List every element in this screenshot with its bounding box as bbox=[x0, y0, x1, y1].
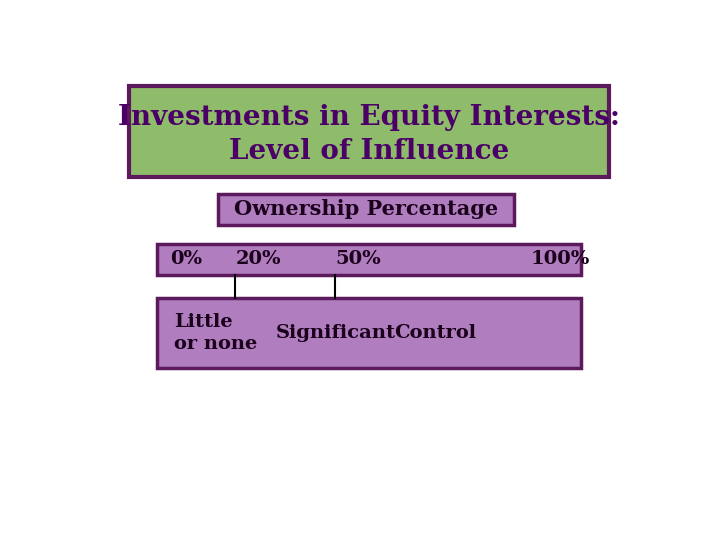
Text: Significant: Significant bbox=[276, 324, 396, 342]
FancyBboxPatch shape bbox=[218, 194, 514, 225]
Text: Investments in Equity Interests:: Investments in Equity Interests: bbox=[118, 104, 620, 131]
Text: Ownership Percentage: Ownership Percentage bbox=[234, 199, 498, 219]
Text: 20%: 20% bbox=[235, 250, 281, 268]
Text: 50%: 50% bbox=[335, 250, 381, 268]
FancyBboxPatch shape bbox=[157, 244, 581, 275]
FancyBboxPatch shape bbox=[129, 85, 609, 177]
FancyBboxPatch shape bbox=[157, 298, 581, 368]
Text: Control: Control bbox=[395, 324, 477, 342]
Text: 0%: 0% bbox=[170, 250, 202, 268]
Text: Little
or none: Little or none bbox=[174, 313, 257, 353]
Text: 100%: 100% bbox=[530, 250, 590, 268]
Text: Level of Influence: Level of Influence bbox=[229, 138, 509, 165]
